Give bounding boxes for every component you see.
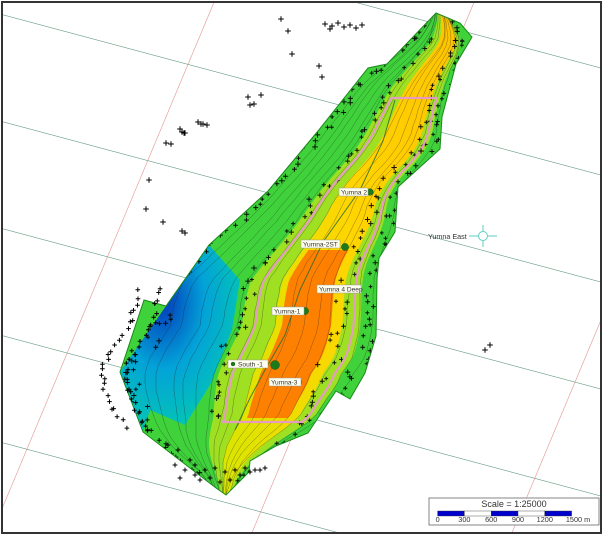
- svg-text:Yumna 2: Yumna 2: [341, 190, 367, 197]
- svg-text:0: 0: [436, 515, 440, 524]
- svg-text:Yumna-3: Yumna-3: [271, 380, 298, 387]
- svg-text:600: 600: [485, 515, 497, 524]
- svg-text:900: 900: [512, 515, 524, 524]
- svg-text:Yumna 4 Deep: Yumna 4 Deep: [319, 287, 363, 294]
- svg-text:1200: 1200: [537, 515, 553, 524]
- svg-text:1500 m: 1500 m: [566, 515, 590, 524]
- svg-text:Yumna East: Yumna East: [428, 232, 467, 241]
- svg-text:South -1: South -1: [238, 362, 263, 369]
- svg-text:Scale = 1:25000: Scale = 1:25000: [481, 499, 546, 509]
- svg-text:Yumna-2ST: Yumna-2ST: [303, 242, 338, 249]
- svg-text:300: 300: [458, 515, 470, 524]
- svg-text:Yumna-1: Yumna-1: [274, 309, 301, 316]
